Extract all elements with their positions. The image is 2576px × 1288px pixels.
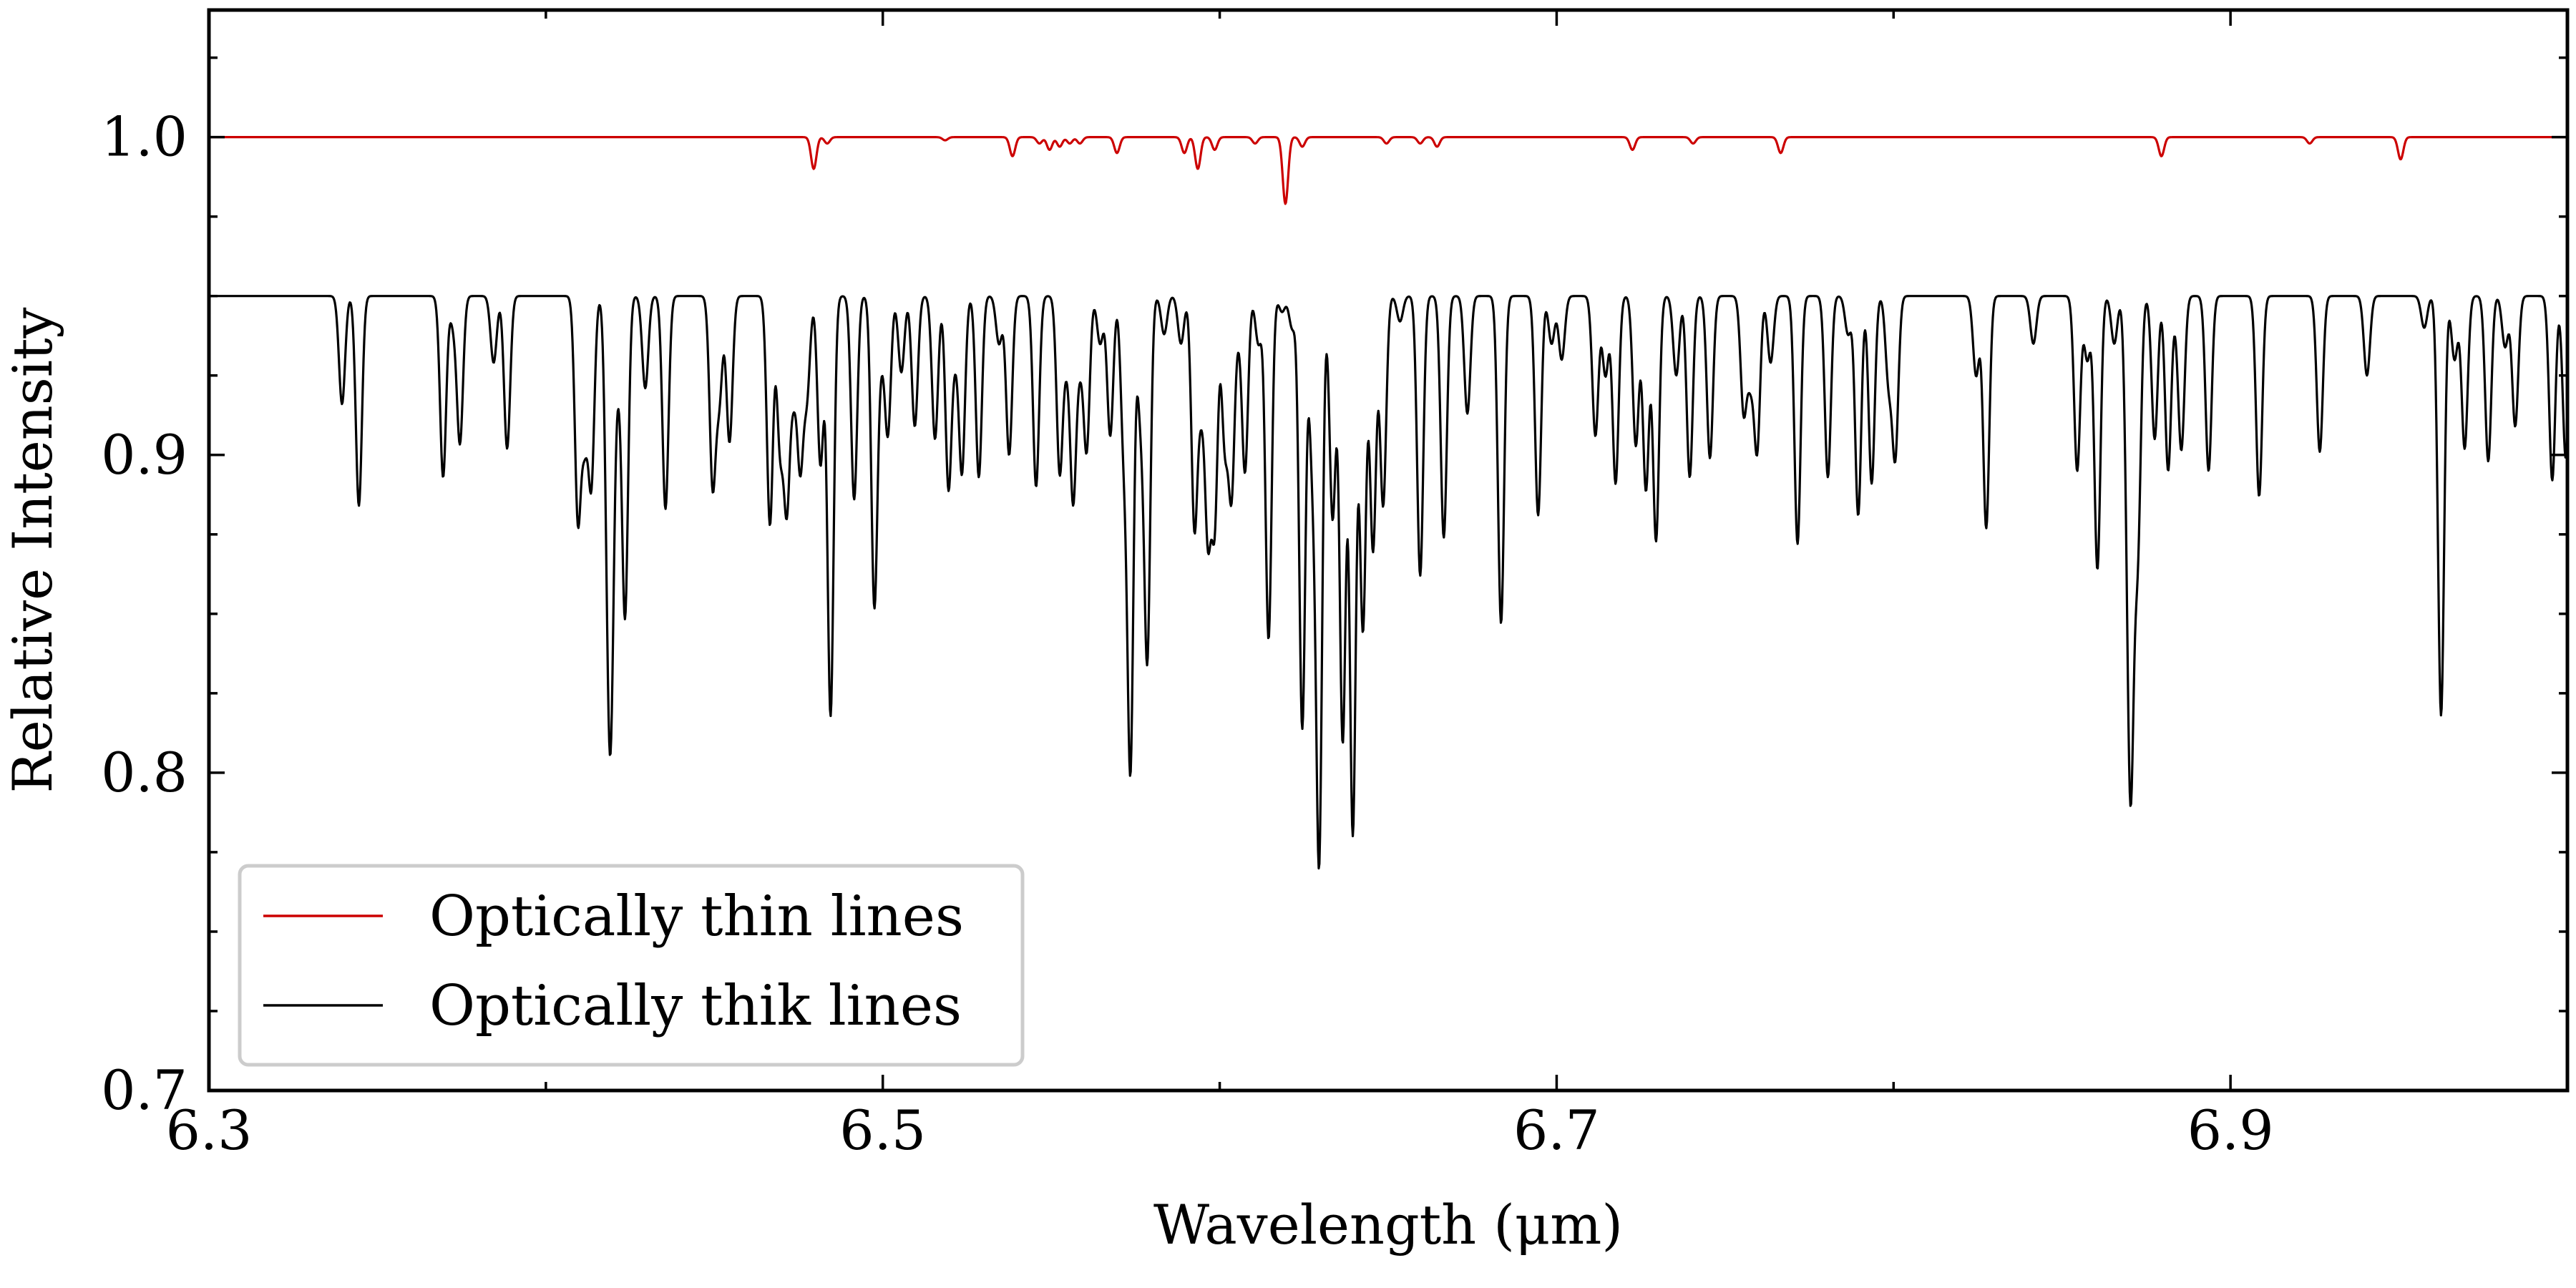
y-tick-label: 0.8	[101, 741, 187, 804]
plot-area	[209, 136, 2567, 870]
legend-label-optically-thin: Optically thin lines	[429, 884, 964, 949]
y-axis-label: Relative Intensity	[1, 307, 64, 793]
y-tick-label: 0.7	[101, 1058, 187, 1122]
legend-label-optically-thick: Optically thik lines	[429, 974, 962, 1038]
y-tick-label: 0.9	[101, 423, 187, 487]
x-tick-label: 6.7	[1513, 1098, 1600, 1162]
series-line-optically-thin	[209, 136, 2567, 205]
legend-box	[238, 864, 1025, 1067]
x-tick-label: 6.5	[839, 1098, 926, 1162]
x-tick-label: 6.9	[2187, 1098, 2274, 1162]
series-line-optically-thick	[209, 295, 2567, 870]
plot-frame	[207, 8, 2570, 1093]
y-tick-label: 1.0	[101, 105, 187, 169]
x-axis-label: Wavelength (μm)	[1153, 1193, 1623, 1257]
legend: Optically thin lines Optically thik line…	[238, 864, 1025, 1067]
x-tick-label: 6.3	[166, 1098, 253, 1162]
tick-labels: 6.3 6.5 6.7 6.9 0.7 0.8 0.9 1.0	[101, 105, 2273, 1162]
